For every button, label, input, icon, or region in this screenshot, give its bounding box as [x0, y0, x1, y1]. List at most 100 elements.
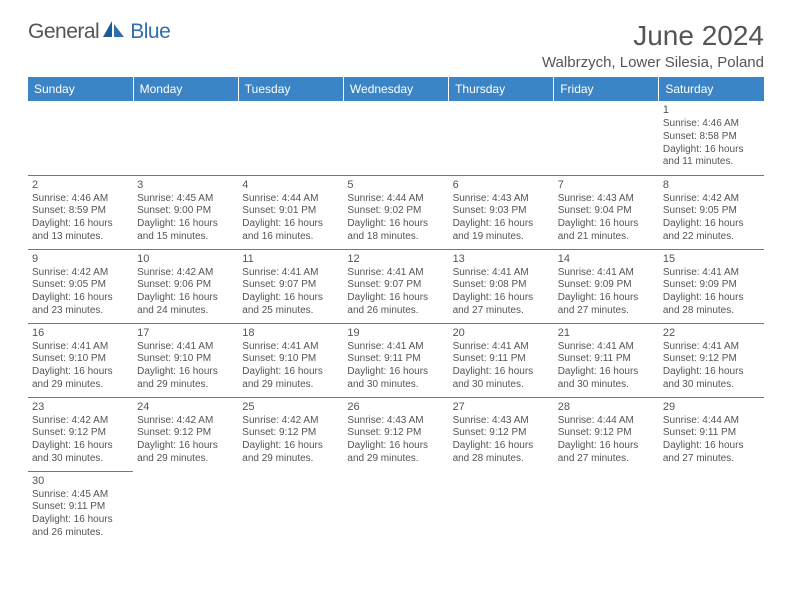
daylight-text: Daylight: 16 hours: [242, 366, 339, 379]
daylight-text: and 30 minutes.: [663, 379, 760, 392]
daylight-text: and 30 minutes.: [347, 379, 444, 392]
sunset-text: Sunset: 9:00 PM: [137, 205, 234, 218]
day-number: 13: [453, 252, 550, 266]
day-number: 10: [137, 252, 234, 266]
sunrise-text: Sunrise: 4:44 AM: [347, 193, 444, 206]
sunset-text: Sunset: 9:05 PM: [663, 205, 760, 218]
calendar-day-cell: 28Sunrise: 4:44 AMSunset: 9:12 PMDayligh…: [554, 397, 659, 471]
calendar-empty-cell: [554, 471, 659, 545]
calendar-week-row: 2Sunrise: 4:46 AMSunset: 8:59 PMDaylight…: [28, 175, 764, 249]
sunset-text: Sunset: 9:11 PM: [453, 353, 550, 366]
daylight-text: Daylight: 16 hours: [453, 440, 550, 453]
sunset-text: Sunset: 9:12 PM: [242, 427, 339, 440]
sunrise-text: Sunrise: 4:42 AM: [137, 415, 234, 428]
day-number: 24: [137, 400, 234, 414]
daylight-text: and 22 minutes.: [663, 231, 760, 244]
daylight-text: Daylight: 16 hours: [137, 440, 234, 453]
calendar-day-cell: 30Sunrise: 4:45 AMSunset: 9:11 PMDayligh…: [28, 471, 133, 545]
sunset-text: Sunset: 9:10 PM: [32, 353, 129, 366]
daylight-text: Daylight: 16 hours: [663, 218, 760, 231]
daylight-text: and 27 minutes.: [558, 453, 655, 466]
brand-text-1: General: [28, 20, 99, 44]
day-number: 4: [242, 178, 339, 192]
daylight-text: Daylight: 16 hours: [663, 292, 760, 305]
daylight-text: and 26 minutes.: [32, 527, 129, 540]
calendar-week-row: 23Sunrise: 4:42 AMSunset: 9:12 PMDayligh…: [28, 397, 764, 471]
daylight-text: Daylight: 16 hours: [558, 292, 655, 305]
calendar-week-row: 9Sunrise: 4:42 AMSunset: 9:05 PMDaylight…: [28, 249, 764, 323]
calendar-empty-cell: [554, 101, 659, 175]
sunset-text: Sunset: 9:05 PM: [32, 279, 129, 292]
calendar-day-cell: 3Sunrise: 4:45 AMSunset: 9:00 PMDaylight…: [133, 175, 238, 249]
calendar-week-row: 30Sunrise: 4:45 AMSunset: 9:11 PMDayligh…: [28, 471, 764, 545]
sunset-text: Sunset: 9:08 PM: [453, 279, 550, 292]
brand-logo: General Blue: [28, 20, 170, 44]
sunrise-text: Sunrise: 4:41 AM: [242, 341, 339, 354]
weekday-header: Friday: [554, 77, 659, 101]
daylight-text: and 30 minutes.: [32, 453, 129, 466]
daylight-text: Daylight: 16 hours: [32, 292, 129, 305]
sunset-text: Sunset: 9:07 PM: [242, 279, 339, 292]
sunrise-text: Sunrise: 4:43 AM: [558, 193, 655, 206]
daylight-text: and 29 minutes.: [347, 453, 444, 466]
calendar-empty-cell: [238, 101, 343, 175]
month-title: June 2024: [542, 20, 764, 52]
daylight-text: and 27 minutes.: [453, 305, 550, 318]
day-number: 17: [137, 326, 234, 340]
day-number: 16: [32, 326, 129, 340]
sunset-text: Sunset: 9:11 PM: [663, 427, 760, 440]
calendar-day-cell: 20Sunrise: 4:41 AMSunset: 9:11 PMDayligh…: [449, 323, 554, 397]
daylight-text: Daylight: 16 hours: [347, 366, 444, 379]
daylight-text: Daylight: 16 hours: [347, 440, 444, 453]
sunrise-text: Sunrise: 4:42 AM: [137, 267, 234, 280]
sunrise-text: Sunrise: 4:44 AM: [558, 415, 655, 428]
day-number: 30: [32, 474, 129, 488]
daylight-text: Daylight: 16 hours: [32, 440, 129, 453]
daylight-text: Daylight: 16 hours: [32, 366, 129, 379]
daylight-text: and 24 minutes.: [137, 305, 234, 318]
day-number: 6: [453, 178, 550, 192]
sunset-text: Sunset: 9:12 PM: [663, 353, 760, 366]
daylight-text: and 11 minutes.: [663, 156, 760, 169]
daylight-text: Daylight: 16 hours: [137, 292, 234, 305]
daylight-text: Daylight: 16 hours: [453, 366, 550, 379]
day-number: 1: [663, 103, 760, 117]
daylight-text: and 27 minutes.: [558, 305, 655, 318]
daylight-text: and 28 minutes.: [663, 305, 760, 318]
day-number: 7: [558, 178, 655, 192]
calendar-day-cell: 22Sunrise: 4:41 AMSunset: 9:12 PMDayligh…: [659, 323, 764, 397]
daylight-text: and 28 minutes.: [453, 453, 550, 466]
day-number: 9: [32, 252, 129, 266]
sunrise-text: Sunrise: 4:45 AM: [137, 193, 234, 206]
daylight-text: Daylight: 16 hours: [663, 440, 760, 453]
calendar-empty-cell: [343, 101, 448, 175]
daylight-text: Daylight: 16 hours: [137, 218, 234, 231]
sunset-text: Sunset: 9:12 PM: [32, 427, 129, 440]
calendar-empty-cell: [449, 471, 554, 545]
sunrise-text: Sunrise: 4:41 AM: [347, 267, 444, 280]
brand-text-2: Blue: [130, 20, 170, 44]
sunrise-text: Sunrise: 4:42 AM: [663, 193, 760, 206]
weekday-header: Thursday: [449, 77, 554, 101]
daylight-text: and 18 minutes.: [347, 231, 444, 244]
calendar-empty-cell: [133, 471, 238, 545]
sunrise-text: Sunrise: 4:43 AM: [347, 415, 444, 428]
daylight-text: Daylight: 16 hours: [663, 144, 760, 157]
daylight-text: and 13 minutes.: [32, 231, 129, 244]
day-number: 26: [347, 400, 444, 414]
calendar-empty-cell: [659, 471, 764, 545]
daylight-text: and 19 minutes.: [453, 231, 550, 244]
calendar-day-cell: 19Sunrise: 4:41 AMSunset: 9:11 PMDayligh…: [343, 323, 448, 397]
sunset-text: Sunset: 8:59 PM: [32, 205, 129, 218]
sail-icon: [103, 21, 125, 44]
sunset-text: Sunset: 9:12 PM: [453, 427, 550, 440]
daylight-text: Daylight: 16 hours: [558, 218, 655, 231]
calendar-day-cell: 15Sunrise: 4:41 AMSunset: 9:09 PMDayligh…: [659, 249, 764, 323]
day-number: 2: [32, 178, 129, 192]
daylight-text: Daylight: 16 hours: [242, 440, 339, 453]
daylight-text: and 16 minutes.: [242, 231, 339, 244]
day-number: 14: [558, 252, 655, 266]
calendar-day-cell: 26Sunrise: 4:43 AMSunset: 9:12 PMDayligh…: [343, 397, 448, 471]
calendar-empty-cell: [28, 101, 133, 175]
calendar-day-cell: 16Sunrise: 4:41 AMSunset: 9:10 PMDayligh…: [28, 323, 133, 397]
